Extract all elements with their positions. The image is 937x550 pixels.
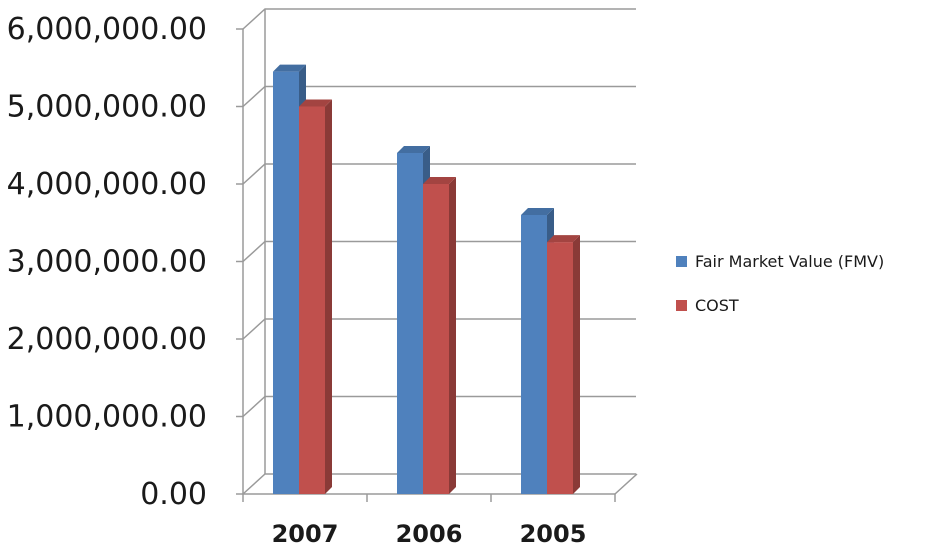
y-tick-label: 5,000,000.00 bbox=[7, 90, 207, 125]
x-tick-label-2006: 2006 bbox=[396, 520, 463, 548]
legend-label-cost: COST bbox=[695, 295, 739, 315]
y-tick-label: 1,000,000.00 bbox=[7, 400, 207, 435]
bar-top bbox=[299, 99, 332, 107]
bar-front bbox=[273, 71, 299, 494]
legend-swatch-cost bbox=[676, 299, 687, 311]
gridline bbox=[242, 8, 636, 30]
bar-front bbox=[299, 106, 325, 494]
x-axis-ticks: 2007 2006 2005 bbox=[242, 494, 616, 548]
x-tick-label-2007: 2007 bbox=[272, 520, 339, 548]
gridline bbox=[242, 473, 636, 495]
legend-item-cost: COST bbox=[676, 294, 934, 316]
bar-top bbox=[521, 208, 554, 215]
bar-cost-2005 bbox=[547, 235, 580, 494]
legend-label-fmv: Fair Market Value (FMV) bbox=[695, 251, 885, 271]
bar-front bbox=[397, 153, 423, 494]
bars bbox=[273, 64, 580, 494]
gridline bbox=[242, 395, 636, 418]
gridline bbox=[242, 318, 636, 340]
bar-top bbox=[423, 177, 456, 184]
y-axis-ticks: 0.00 1,000,000.00 2,000,000.00 3,000,000.00… bbox=[7, 12, 207, 512]
bar-front bbox=[547, 242, 573, 494]
bar-cost-2007 bbox=[299, 99, 332, 494]
gridline bbox=[242, 163, 636, 185]
bar-side bbox=[573, 235, 580, 494]
gridline bbox=[242, 85, 636, 108]
bar-top bbox=[273, 64, 306, 72]
bar-top bbox=[547, 235, 580, 243]
legend: Fair Market Value (FMV) COST bbox=[676, 250, 934, 338]
y-tick-label: 0.00 bbox=[140, 477, 207, 512]
y-tick-label: 3,000,000.00 bbox=[7, 245, 207, 280]
legend-swatch-fmv bbox=[676, 255, 687, 267]
x-tick-label-2005: 2005 bbox=[520, 520, 587, 548]
bar-front bbox=[423, 184, 449, 494]
bar-side bbox=[325, 99, 332, 494]
legend-item-fmv: Fair Market Value (FMV) bbox=[676, 250, 934, 272]
gridline bbox=[242, 240, 636, 263]
y-tick-label: 6,000,000.00 bbox=[7, 12, 207, 47]
bar-side bbox=[449, 177, 456, 494]
floor-right-edge bbox=[614, 473, 638, 495]
y-tick-label: 2,000,000.00 bbox=[7, 322, 207, 357]
bar-cost-2006 bbox=[423, 177, 456, 494]
y-tick-label: 4,000,000.00 bbox=[7, 167, 207, 202]
bar-top bbox=[397, 146, 430, 153]
bar-front bbox=[521, 215, 547, 494]
gridlines bbox=[236, 8, 636, 495]
